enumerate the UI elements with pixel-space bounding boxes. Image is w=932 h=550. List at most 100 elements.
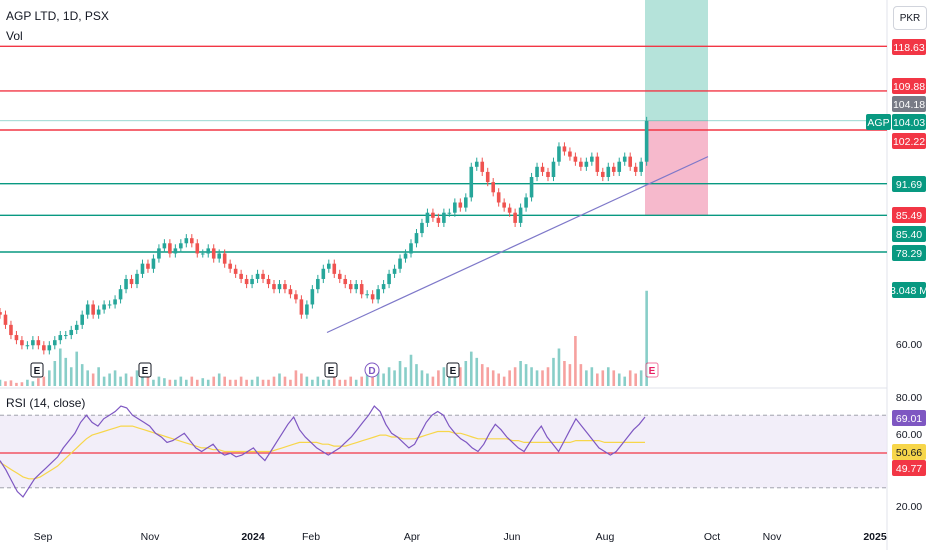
price-label-bg [892, 245, 926, 261]
volume-bar [349, 376, 353, 386]
candle-body [135, 273, 139, 285]
volume-bar [267, 379, 270, 386]
event-marker-label: E [328, 366, 335, 377]
candle-body [299, 299, 304, 315]
earnings-marker [30, 362, 44, 378]
candle-body [146, 263, 150, 269]
trendline[interactable] [326, 156, 709, 334]
symbol-title: AGP LTD, 1D, PSX [6, 9, 109, 23]
price-label: 85.40 [896, 229, 922, 241]
volume-bar [272, 376, 276, 386]
volume-bar [327, 379, 331, 386]
candle-body [31, 340, 35, 346]
volume-bar [393, 370, 396, 386]
candle-body [644, 120, 649, 162]
volume-bar [612, 370, 616, 386]
candle-body [425, 212, 430, 223]
volume-bar [75, 351, 79, 386]
candle-body [217, 253, 221, 259]
price-label-bg [892, 282, 926, 298]
candle-body [590, 156, 594, 162]
price-label: 78.29 [896, 248, 922, 260]
candle-body [195, 243, 200, 254]
candle-body [305, 304, 309, 315]
candle-body [332, 263, 337, 274]
candle-body [283, 284, 287, 290]
volume-bar [420, 370, 424, 386]
candle-body [321, 268, 326, 279]
volume-bar [64, 357, 68, 386]
time-axis[interactable]: Sep Nov 2024 Feb Apr Jun Aug Oct Nov 2025 [34, 531, 887, 543]
candle-body [436, 217, 441, 223]
volume-bar [354, 379, 358, 386]
candle-body [453, 202, 457, 213]
candle-body [622, 156, 627, 162]
rsi-value-label-bg [892, 444, 926, 460]
volume-bar [409, 354, 413, 386]
candle-body [579, 161, 583, 167]
currency-button[interactable]: PKR [893, 6, 927, 30]
price-label-bg [892, 207, 926, 223]
candle-body [584, 161, 589, 167]
candle-body [42, 345, 46, 351]
price-label-bg [892, 39, 926, 55]
volume-bar [382, 373, 385, 386]
candle-body [524, 197, 528, 208]
candle-body [91, 304, 95, 315]
price-label: 102.22 [893, 136, 925, 148]
candle-body [244, 278, 249, 285]
candle-body [255, 273, 260, 279]
candle-body [85, 304, 90, 315]
volume-bar [102, 376, 106, 386]
volume-bar [437, 370, 440, 386]
candle-body [129, 278, 134, 285]
candle-body [480, 161, 485, 172]
candle-body [568, 151, 572, 157]
price-label-bg [892, 133, 926, 149]
volume-bar [617, 373, 621, 386]
volume-bar [557, 348, 561, 386]
candle-body [36, 340, 41, 346]
candle-body [200, 253, 205, 255]
volume-bar [206, 379, 210, 386]
candle-body [343, 278, 348, 285]
volume-bar [212, 376, 216, 386]
volume-bar [108, 373, 111, 386]
price-label: 3.048 M [890, 285, 928, 297]
volume-bar [530, 367, 533, 386]
volume-bar [26, 379, 29, 386]
candle-body [102, 304, 106, 310]
candle-body [474, 161, 479, 167]
time-tick: Feb [302, 531, 320, 543]
candle-body [69, 329, 74, 336]
candle-body [376, 289, 380, 300]
volume-bar [80, 364, 84, 386]
candle-body [420, 222, 424, 234]
candle-body [9, 324, 13, 336]
volume-bar [245, 379, 248, 386]
volume-bar [475, 357, 479, 386]
volume-bar [283, 376, 287, 386]
candle-body [365, 294, 369, 296]
symbol-tag: AGP [867, 117, 889, 129]
position-tool[interactable] [645, 0, 708, 216]
earnings-marker [446, 362, 460, 378]
volume-label: Vol [6, 29, 23, 43]
volume-bar [623, 376, 627, 386]
symbol-tag-bg [866, 114, 891, 130]
candle-body [228, 263, 232, 269]
volume-bar [179, 376, 183, 386]
candle-body [124, 278, 128, 290]
volume-bar [606, 367, 610, 386]
earnings-marker [645, 362, 659, 378]
volume-bar [508, 370, 511, 386]
volume-bar [552, 357, 555, 386]
volume-bar [146, 376, 150, 386]
candle-body [507, 207, 512, 213]
price-axis[interactable]: 118.63 109.88 104.18 104.03 AGP 102.22 91.69 85… [866, 39, 928, 513]
volume-bar [141, 373, 144, 386]
event-marker-label: E [34, 366, 41, 377]
candle-body [288, 289, 293, 295]
